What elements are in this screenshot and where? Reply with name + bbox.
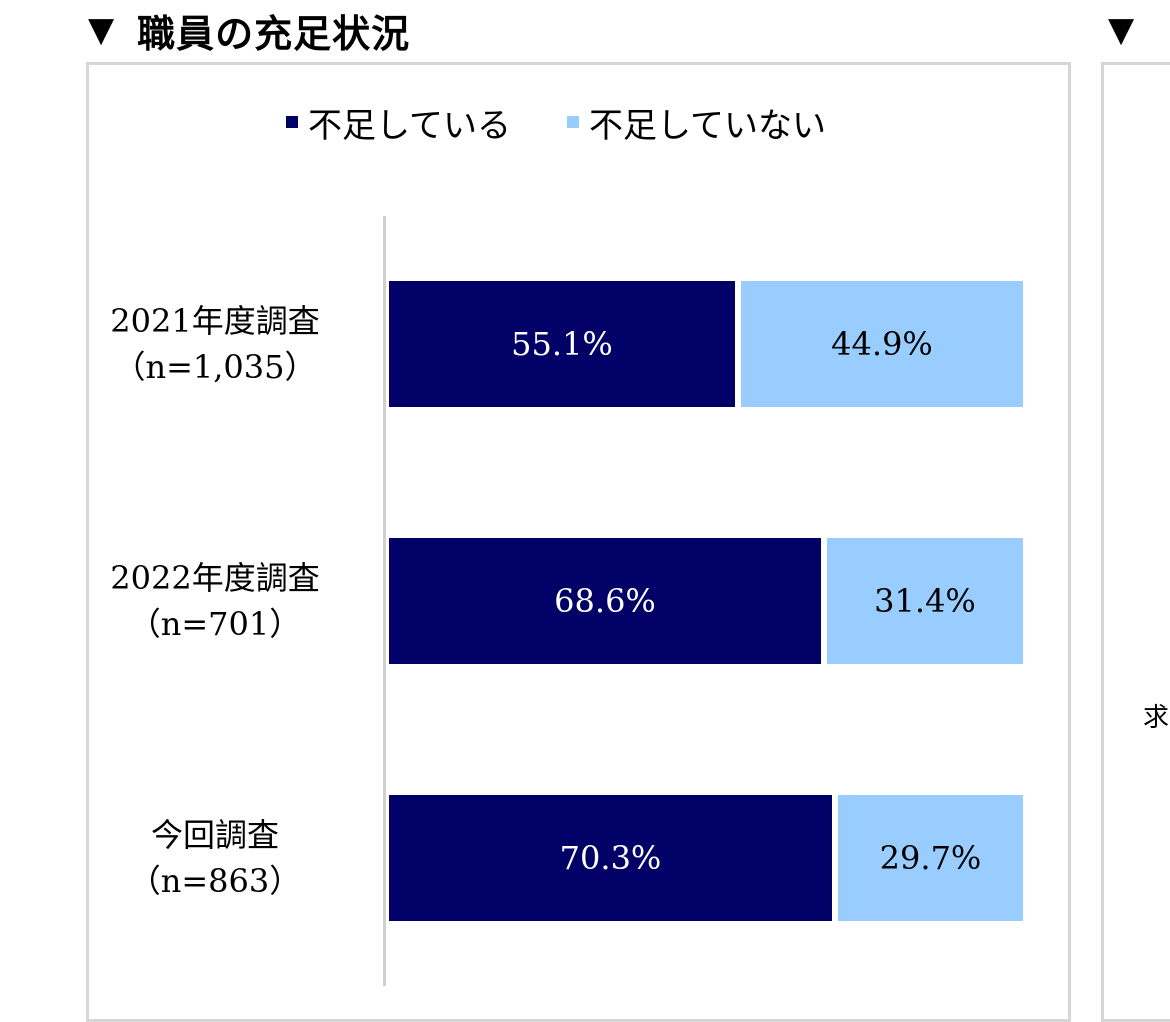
data-label: 44.9% (831, 325, 933, 363)
chart-legend: 不足している 不足していない (0, 98, 1170, 147)
legend-item-no-shortage: 不足していない (566, 98, 826, 147)
category-axis-line (383, 216, 386, 986)
category-label-line1: 今回調査 (150, 816, 279, 854)
data-label: 70.3% (559, 839, 662, 877)
data-label: 55.1% (511, 325, 613, 363)
category-label: 今回調査 （n=863） (90, 812, 340, 904)
category-label-line1: 2021年度調査 (110, 302, 320, 340)
legend-item-shortage: 不足している (286, 98, 511, 147)
category-label: 2021年度調査 （n=1,035） (90, 298, 340, 390)
clipped-text: 求 (1143, 703, 1170, 733)
adjacent-panel (1101, 62, 1170, 1022)
category-label-sample-size: （n=1,035） (113, 348, 317, 386)
legend-label-shortage: 不足している (308, 105, 511, 146)
second-section-marker: ▼ (1108, 10, 1135, 50)
bar-segment-no-shortage: 31.4% (827, 538, 1023, 664)
data-label: 31.4% (874, 582, 976, 620)
category-label-sample-size: （n=701） (128, 605, 302, 643)
data-label: 68.6% (554, 582, 656, 620)
bar-segment-no-shortage: 29.7% (838, 795, 1023, 921)
bar-segment-shortage: 70.3% (389, 795, 832, 921)
category-label: 2022年度調査 （n=701） (90, 555, 340, 647)
bar-segment-shortage: 55.1% (389, 281, 735, 407)
data-label: 29.7% (879, 839, 982, 877)
legend-swatch-shortage (286, 116, 298, 128)
section-title-text: 職員の充足状況 (137, 11, 411, 56)
legend-label-no-shortage: 不足していない (588, 105, 826, 146)
triangle-down-icon: ▼ (88, 10, 116, 50)
legend-swatch-no-shortage (566, 116, 579, 128)
category-label-sample-size: （n=863） (128, 862, 302, 900)
bar-segment-shortage: 68.6% (389, 538, 821, 664)
section-title: ▼ 職員の充足状況 (88, 4, 410, 56)
category-label-line1: 2022年度調査 (110, 559, 320, 597)
bar-segment-no-shortage: 44.9% (741, 281, 1023, 407)
